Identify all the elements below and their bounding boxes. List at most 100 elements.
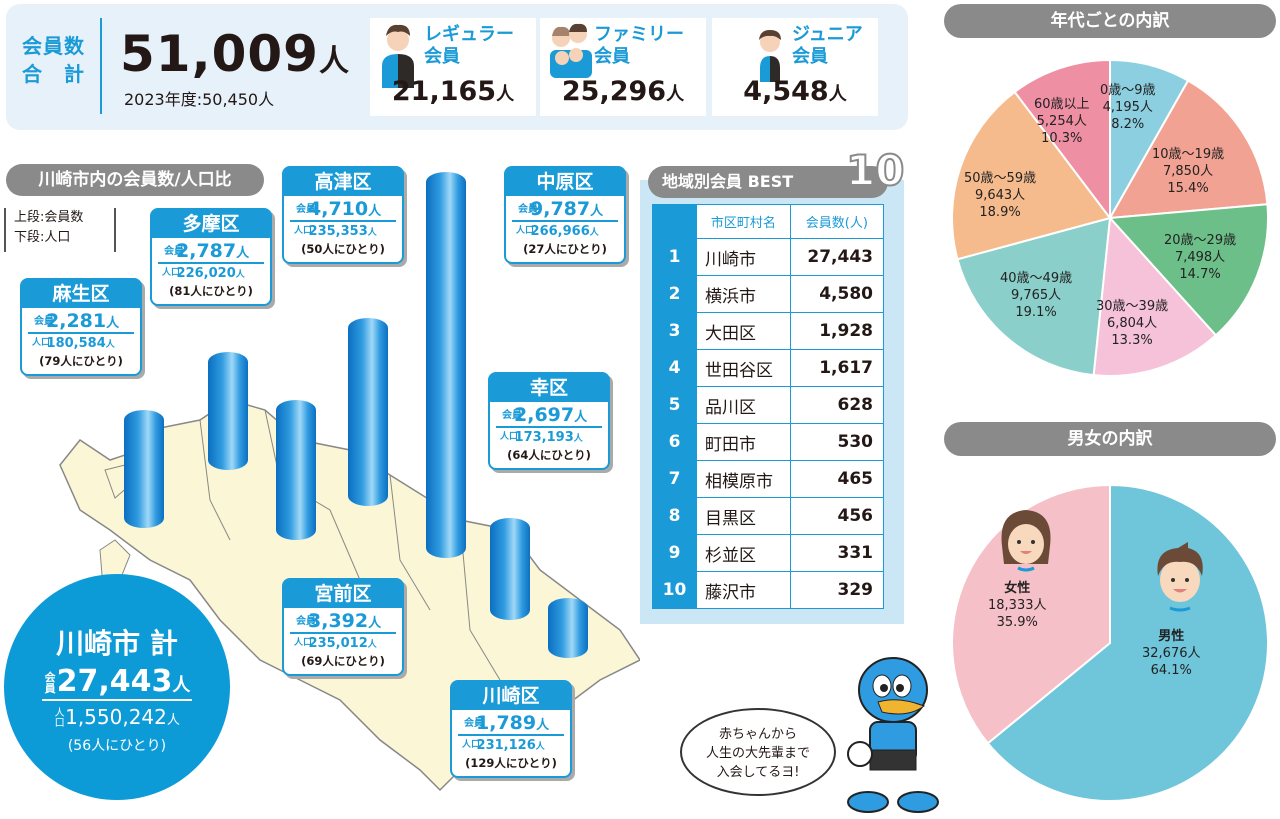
pop-mark: 人口 <box>462 740 481 750</box>
card-junior-member: ジュニア 会員 4,548人 <box>712 18 878 116</box>
ward-ratio: (81人にひとり) <box>169 284 253 298</box>
regular-member-icon <box>382 24 414 88</box>
rank: 2 <box>652 275 697 313</box>
ward-population: 人口 173,193人 <box>490 428 608 445</box>
pop-mark: 人口 <box>294 638 313 648</box>
label-percent: 13.3% <box>1111 333 1153 348</box>
rank: 9 <box>652 534 697 572</box>
label-count: 32,676人 <box>1142 646 1201 661</box>
unit: 人 <box>367 228 377 238</box>
pie-label-age-10-19: 10歳〜19歳 7,850人 15.4% <box>1152 146 1224 197</box>
city-total-circle: 川崎市 計 会員27,443人 人口1,550,242人 (56人にひとり) <box>4 574 230 800</box>
unit: 人 <box>589 228 599 238</box>
unit: 人 <box>368 204 382 219</box>
pie-label-age-40-49: 40歳〜49歳 9,765人 19.1% <box>1000 270 1072 321</box>
member-count: 331 <box>789 534 885 572</box>
table-row: 1 川崎市 27,443 <box>652 238 885 276</box>
rank: 7 <box>652 460 697 498</box>
rank: 5 <box>652 386 697 424</box>
family-unit: 人 <box>666 84 685 105</box>
best10-title-text: 地域別会員 BEST <box>662 172 794 191</box>
ward-name: 中原区 <box>506 168 624 196</box>
divider <box>100 18 102 114</box>
label-percent: 18.9% <box>979 205 1021 220</box>
total-value: 51,009 <box>120 25 319 83</box>
pie-label-age-30-39: 30歳〜39歳 6,804人 13.3% <box>1096 298 1168 349</box>
ward-name: 宮前区 <box>284 580 402 608</box>
label-count: 4,195人 <box>1102 100 1153 115</box>
label-category: 女性 <box>1004 581 1031 596</box>
callout-saiwai: 幸区 会員2,697人 人口 173,193人 (64人にひとり) <box>488 372 610 470</box>
junior-value: 4,548 <box>743 76 829 107</box>
member-mark: 会員 <box>34 315 54 327</box>
regular-label-line2: 会員 <box>424 46 460 67</box>
unit: 人 <box>172 675 191 696</box>
population-value: 173,193 <box>514 430 574 445</box>
area-name: 品川区 <box>696 386 791 424</box>
unit: 人 <box>166 713 180 728</box>
gender-section-title: 男女の内訳 <box>944 422 1276 456</box>
ward-population: 人口 231,126人 <box>452 736 570 753</box>
area-name: 相模原市 <box>696 460 791 498</box>
rank: 3 <box>652 312 697 350</box>
female-face-icon <box>1001 510 1051 572</box>
table-row: 5 品川区 628 <box>652 386 885 424</box>
bar-takatsu <box>348 318 388 506</box>
city-total-title: 川崎市 計 <box>56 627 178 660</box>
rank: 8 <box>652 497 697 535</box>
ward-ratio: (27人にひとり) <box>523 242 607 256</box>
callout-takatsu: 高津区 会員4,710人 人口 235,353人 (50人にひとり) <box>282 166 404 264</box>
card-regular-member: レギュラー 会員 21,165人 <box>370 18 536 116</box>
members-value: 2,697 <box>514 404 575 426</box>
pop-mark: 人口 <box>294 226 313 236</box>
ward-name: 高津区 <box>284 168 402 196</box>
member-mark: 会員 <box>502 409 522 421</box>
junior-member-value: 4,548人 <box>712 76 878 107</box>
legend-lower: 下段:人口 <box>14 230 71 245</box>
junior-unit: 人 <box>828 84 847 105</box>
table-row: 6 町田市 530 <box>652 423 885 461</box>
ward-members: 会員3,392人 <box>290 608 396 634</box>
label-count: 6,804人 <box>1106 316 1158 331</box>
label-percent: 19.1% <box>1015 305 1057 320</box>
pie-label-age-0-9: 0歳〜9歳 4,195人 8.2% <box>1100 82 1156 133</box>
area-name: 川崎市 <box>696 238 791 276</box>
family-member-icon <box>550 23 592 78</box>
unit: 人 <box>367 640 377 650</box>
callout-tama: 多摩区 会員2,787人 人口 226,020人 (81人にひとり) <box>150 208 272 306</box>
member-mark: 会員 <box>296 615 316 627</box>
table-row: 4 世田谷区 1,617 <box>652 349 885 387</box>
regular-value: 21,165 <box>391 76 497 107</box>
area-name: 杉並区 <box>696 534 791 572</box>
label-count: 5,254人 <box>1036 114 1087 129</box>
member-count: 628 <box>789 386 885 424</box>
ward-members: 会員9,787人 <box>512 196 618 222</box>
callout-miyamae: 宮前区 会員3,392人 人口 235,012人 (69人にひとり) <box>282 578 404 676</box>
col-count-header: 会員数(人) <box>789 204 885 239</box>
bar-saiwai <box>490 518 530 620</box>
unit: 人 <box>235 270 245 280</box>
bar-kawasaki <box>548 598 588 658</box>
ward-name: 幸区 <box>490 374 608 402</box>
unit: 人 <box>574 410 588 425</box>
family-value: 25,296 <box>561 76 667 107</box>
junior-label-line2: 会員 <box>792 46 828 67</box>
label-category: 10歳〜19歳 <box>1152 147 1225 162</box>
label-count: 9,643人 <box>974 188 1026 203</box>
area-name: 大田区 <box>696 312 791 350</box>
callout-asao: 麻生区 会員2,281人 人口 180,584人 (79人にひとり) <box>20 278 142 376</box>
label-category: 0歳〜9歳 <box>1100 83 1156 98</box>
best10-title-number: 10 <box>845 145 905 196</box>
regular-unit: 人 <box>496 84 515 105</box>
speech-line3: 入会してるヨ! <box>716 765 800 780</box>
population-value: 231,126 <box>476 738 536 753</box>
label-count: 7,850人 <box>1162 164 1214 179</box>
bar-nakahara <box>426 172 466 558</box>
label-count: 7,498人 <box>1174 250 1226 265</box>
pie-slice <box>956 216 1112 377</box>
pie-slice <box>1108 79 1269 220</box>
best10-title: 地域別会員 BEST <box>648 166 888 198</box>
member-count: 1,928 <box>789 312 885 350</box>
pop-mark: 人口 <box>54 707 65 729</box>
pie-label-age-60-plus: 60歳以上 5,254人 10.3% <box>1034 96 1090 147</box>
